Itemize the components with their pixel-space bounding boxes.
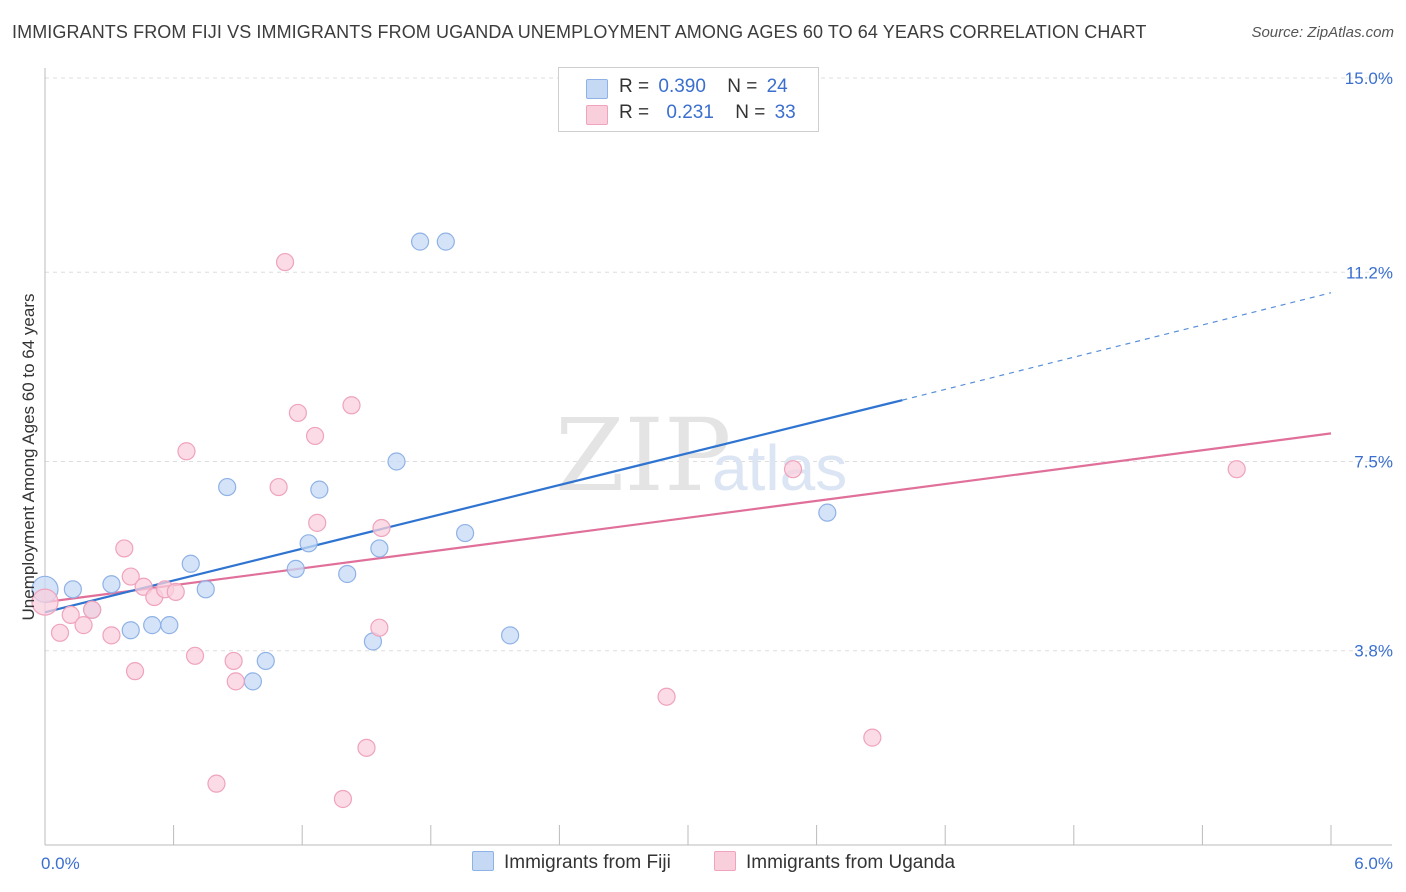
bottom-legend-label-uganda: Immigrants from Uganda bbox=[746, 852, 956, 873]
point-uganda bbox=[342, 396, 361, 415]
legend-fiji-r-value: 0.390 bbox=[658, 76, 706, 97]
legend-swatch-uganda bbox=[586, 105, 608, 125]
bottom-legend-swatch-fiji bbox=[472, 851, 494, 871]
point-fiji bbox=[286, 559, 305, 578]
point-uganda bbox=[74, 616, 93, 635]
point-fiji bbox=[338, 564, 357, 584]
point-uganda bbox=[31, 588, 59, 616]
point-fiji bbox=[299, 534, 318, 553]
bottom-legend-uganda: Immigrants from Uganda bbox=[714, 851, 955, 874]
point-fiji bbox=[181, 554, 200, 573]
point-uganda bbox=[125, 662, 145, 681]
x-tick-label: 0.0% bbox=[41, 854, 80, 873]
source-label: Source: ZipAtlas.com bbox=[1251, 24, 1394, 41]
point-fiji bbox=[160, 616, 179, 635]
point-uganda bbox=[333, 789, 353, 809]
point-fiji bbox=[102, 575, 121, 594]
watermark-zip: ZIP bbox=[555, 397, 731, 514]
point-fiji bbox=[121, 621, 140, 640]
grid-lines bbox=[45, 77, 1392, 652]
point-fiji bbox=[455, 523, 475, 543]
point-uganda bbox=[657, 687, 676, 706]
bottom-legend-swatch-uganda bbox=[714, 851, 736, 871]
y-axis-title: Unemployment Among Ages 60 to 64 years bbox=[19, 294, 38, 621]
point-uganda bbox=[372, 518, 391, 538]
legend-uganda-r-label: R = bbox=[619, 102, 650, 123]
point-fiji bbox=[218, 477, 237, 497]
point-fiji bbox=[143, 616, 162, 635]
correlation-legend: R = 0.390 N = 24 R = 0.231 N = 33 bbox=[558, 67, 819, 132]
point-uganda bbox=[357, 738, 376, 757]
legend-swatch-fiji bbox=[586, 79, 608, 99]
point-uganda bbox=[166, 582, 185, 601]
point-fiji bbox=[501, 626, 520, 645]
point-fiji bbox=[436, 232, 455, 251]
bottom-legend-fiji: Immigrants from Fiji bbox=[472, 851, 671, 874]
point-uganda bbox=[185, 646, 205, 665]
y-tick-label: 11.2% bbox=[1346, 263, 1393, 282]
point-uganda bbox=[370, 618, 389, 637]
point-uganda bbox=[1227, 460, 1246, 479]
point-uganda bbox=[115, 539, 134, 558]
trend-line-fiji bbox=[44, 399, 903, 614]
point-uganda bbox=[783, 460, 803, 479]
legend-fiji-n-label: N = bbox=[727, 76, 758, 97]
point-uganda bbox=[863, 728, 882, 747]
point-fiji bbox=[243, 672, 263, 691]
x-tick-label: 6.0% bbox=[1354, 854, 1393, 873]
point-uganda bbox=[226, 672, 245, 691]
point-uganda bbox=[207, 774, 226, 793]
point-uganda bbox=[102, 626, 121, 645]
point-uganda bbox=[177, 442, 196, 461]
data-points bbox=[31, 68, 1246, 809]
watermark-atlas: atlas bbox=[712, 432, 847, 504]
bottom-legend-label-fiji: Immigrants from Fiji bbox=[504, 852, 671, 873]
point-uganda bbox=[288, 403, 308, 423]
point-fiji bbox=[370, 539, 389, 558]
point-uganda bbox=[83, 600, 102, 619]
point-fiji bbox=[818, 503, 837, 522]
point-uganda bbox=[269, 477, 288, 497]
point-fiji bbox=[63, 580, 82, 599]
point-uganda bbox=[50, 623, 70, 642]
y-tick-label: 15.0% bbox=[1345, 69, 1393, 88]
point-uganda bbox=[308, 513, 327, 532]
point-uganda bbox=[305, 426, 325, 446]
point-fiji bbox=[310, 480, 329, 499]
trend-lines bbox=[44, 292, 1332, 614]
point-uganda bbox=[275, 252, 295, 272]
legend-uganda-n-label: N = bbox=[735, 102, 766, 123]
legend-uganda-n-value: 33 bbox=[774, 102, 796, 123]
tick-labels: 3.8% 7.5% 11.2% 15.0% 0.0% 6.0% bbox=[41, 69, 1393, 873]
trend-line-fiji-extension bbox=[902, 292, 1332, 401]
axes bbox=[44, 68, 1392, 846]
point-fiji bbox=[196, 580, 215, 599]
point-fiji bbox=[387, 452, 406, 471]
chart-title: IMMIGRANTS FROM FIJI VS IMMIGRANTS FROM … bbox=[12, 22, 1147, 42]
y-tick-label: 3.8% bbox=[1354, 642, 1393, 661]
point-fiji bbox=[256, 651, 275, 671]
point-fiji bbox=[410, 232, 430, 251]
legend-fiji-r-label: R = bbox=[619, 76, 650, 97]
point-uganda bbox=[61, 605, 80, 625]
y-tick-label: 7.5% bbox=[1354, 453, 1393, 472]
legend-uganda-r-value: 0.231 bbox=[666, 102, 714, 123]
trend-line-uganda bbox=[44, 432, 1332, 604]
point-uganda bbox=[121, 567, 140, 586]
legend-fiji-n-value: 24 bbox=[766, 76, 788, 97]
point-uganda bbox=[224, 651, 243, 671]
